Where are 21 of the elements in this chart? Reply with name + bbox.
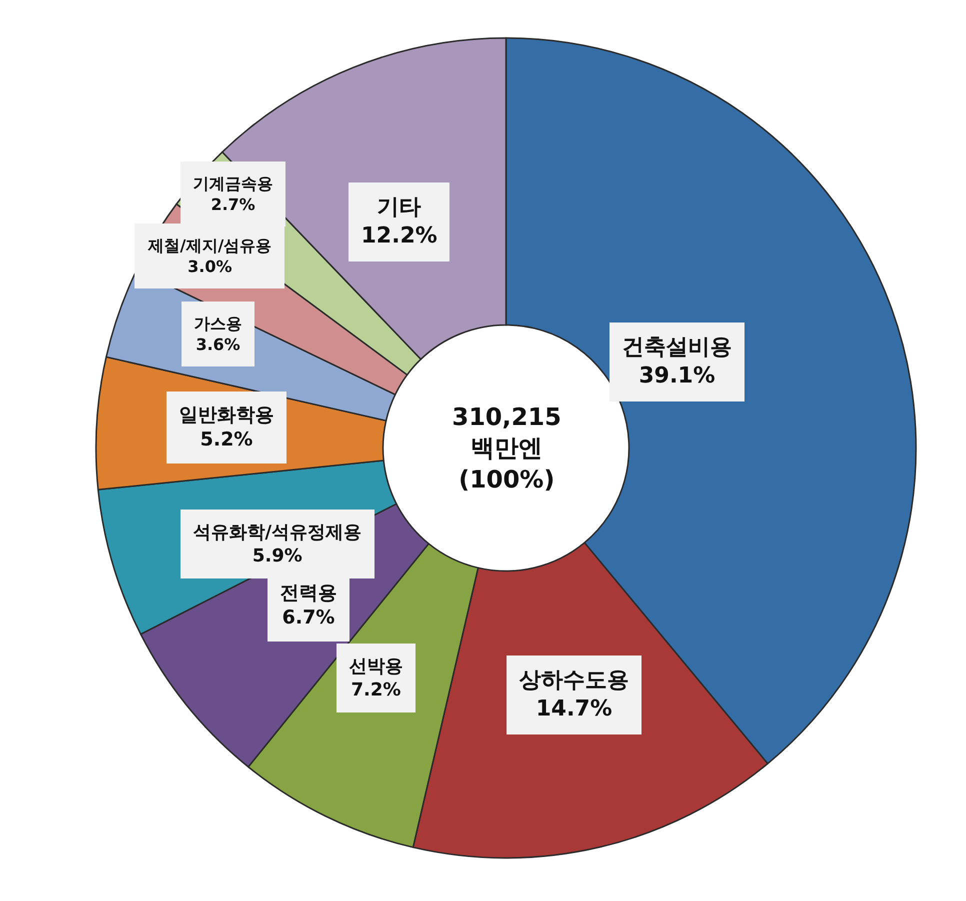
data-label: 14.7% — [536, 696, 612, 722]
slice-label: 기계금속용 — [193, 174, 273, 193]
data-label: 3.0% — [188, 256, 232, 276]
slice-label: 전력용 — [280, 582, 337, 604]
text: 310,215 백만엔 (100%) — [452, 403, 562, 494]
data-label: 5.2% — [200, 428, 253, 451]
slice-label: 상하수도용 — [519, 668, 629, 693]
data-label: 2.7% — [210, 194, 256, 214]
data-label: 39.1% — [638, 364, 716, 389]
slice-label: 선박용 — [349, 656, 403, 677]
slice-label: 기타 — [377, 195, 422, 220]
slice-label: 석유화학/석유정제용 — [193, 522, 362, 543]
data-label: 5.9% — [252, 545, 302, 566]
slice-label: 일반화학용 — [179, 404, 274, 426]
data-label: 3.6% — [196, 334, 240, 354]
data-label: 12.2% — [361, 224, 438, 249]
data-label: 7.2% — [351, 679, 401, 700]
slice-label: 건축설비용 — [622, 335, 732, 360]
slice-label: 제철/제지/섬유용 — [147, 236, 272, 255]
data-label: 6.7% — [282, 606, 335, 629]
slice-label: 가스용 — [194, 314, 242, 333]
